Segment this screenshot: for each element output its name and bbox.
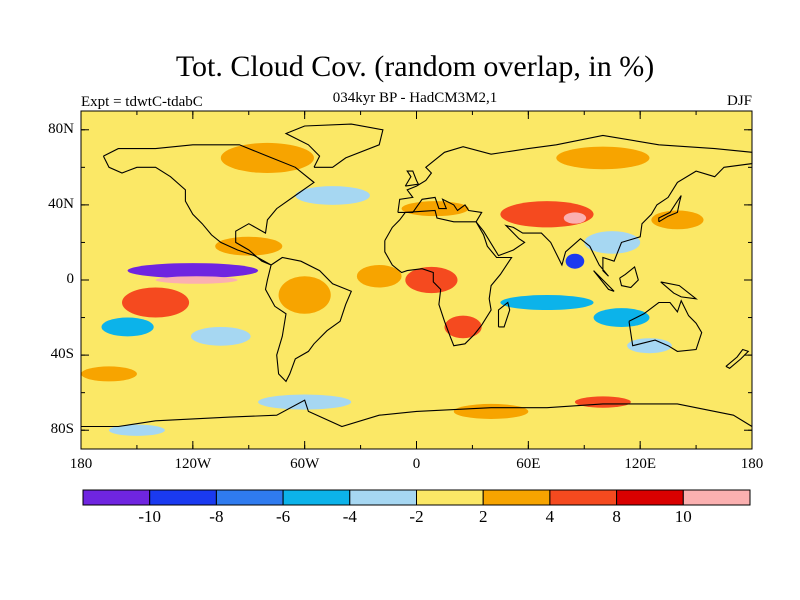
coastline-madagascar (497, 301, 511, 328)
anomaly-region-china-negative (584, 231, 641, 254)
coastline-australia (628, 299, 703, 352)
anomaly-region-east-pacific-strong-negative (127, 263, 259, 279)
colorbar-label: -10 (138, 507, 162, 526)
season-label: DJF (726, 93, 752, 109)
anomaly-region-southern-africa-positive (444, 315, 482, 339)
lat-label: 80S (50, 421, 74, 438)
colorbar-swatch (349, 489, 417, 506)
coastline-antarctica (81, 399, 753, 428)
lon-label: 120E (624, 456, 656, 472)
colorbar-label: -2 (409, 507, 424, 526)
colorbar-swatch (282, 489, 351, 506)
chart-title: Tot. Cloud Cov. (random overlap, in %) (175, 50, 655, 83)
colorbar-swatch (82, 489, 151, 506)
anomaly-region-arctic-positive (220, 142, 314, 173)
colorbar-swatch (616, 489, 684, 506)
colorbar-swatch (149, 489, 217, 506)
lon-label: 120W (174, 456, 212, 472)
colorbar-label: -6 (276, 507, 291, 526)
coastline-south-america (264, 256, 353, 383)
colorbar-label: 4 (545, 507, 555, 526)
colorbar-swatch (549, 489, 618, 506)
coastline-eurasia (397, 134, 753, 277)
anomaly-region-southern-ocean-positive (574, 396, 631, 408)
anomaly-region-bay-of-bengal-negative (565, 253, 585, 269)
lat-label: 40S (50, 346, 74, 363)
lon-label: 60W (290, 456, 320, 472)
experiment-label: Expt = tdwtC-tdabC (81, 94, 203, 110)
anomaly-region-amazon-positive (278, 276, 331, 314)
anomaly-region-east-pacific-strong-positive (155, 276, 238, 284)
colorbar (82, 489, 751, 506)
colorbar-label: -4 (342, 507, 357, 526)
lat-label: 0 (66, 271, 75, 287)
anomaly-region-southern-pacific-positive (81, 366, 137, 382)
coastline-borneo (619, 265, 639, 289)
anomaly-region-west-africa-positive (405, 266, 458, 294)
anomaly-region-south-indian-ocean-negative (593, 308, 650, 327)
anomaly-region-indian-ocean-negative (500, 295, 594, 311)
coastline-japan (658, 195, 682, 223)
colorbar-swatch (416, 489, 484, 506)
coastline-new-zealand (725, 348, 750, 369)
lon-label: 180 (740, 456, 764, 472)
anomaly-region-far-southern-negative (108, 424, 165, 436)
chart-subtitle: 034kyr BP - HadCM3M2,1 (332, 90, 498, 106)
lat-label: 80N (48, 120, 74, 137)
coastline-new-guinea (660, 281, 699, 300)
anomaly-region-north-atlantic-negative (295, 186, 370, 205)
colorbar-label: 10 (674, 507, 692, 526)
colorbar-label: -8 (209, 507, 224, 526)
coastline-uk (404, 170, 420, 187)
colorbar-label: 2 (478, 507, 488, 526)
lon-label: 0 (412, 456, 421, 472)
lon-label: 60E (516, 456, 541, 472)
anomaly-region-siberia-positive (556, 146, 650, 170)
lat-label: 40N (48, 195, 74, 212)
coastline-sumatra (593, 270, 615, 292)
anomaly-region-tibet-strong-positive (563, 212, 587, 224)
map-layer (80, 110, 753, 450)
anomaly-region-southeast-pacific-negative (190, 326, 251, 346)
anomaly-region-mediterranean-positive (401, 201, 469, 217)
lon-label: 180 (69, 456, 93, 472)
coastline-greenland (284, 123, 384, 168)
colorbar-label: 8 (612, 507, 621, 526)
anomaly-region-south-pacific-negative (101, 317, 154, 337)
coastline-africa (384, 209, 513, 347)
anomaly-region-equatorial-atlantic-positive (356, 264, 402, 288)
colorbar-swatch (482, 489, 551, 506)
coastline-north-america (102, 144, 315, 266)
anomaly-region-antarctic-coast-positive (453, 403, 529, 419)
anomaly-region-south-pacific-positive (122, 287, 190, 318)
colorbar-swatch (682, 489, 751, 506)
anomaly-region-southern-ocean-negative-west (258, 394, 352, 410)
colorbar-swatch (215, 489, 284, 506)
anomaly-region-central-america-positive (215, 236, 283, 256)
